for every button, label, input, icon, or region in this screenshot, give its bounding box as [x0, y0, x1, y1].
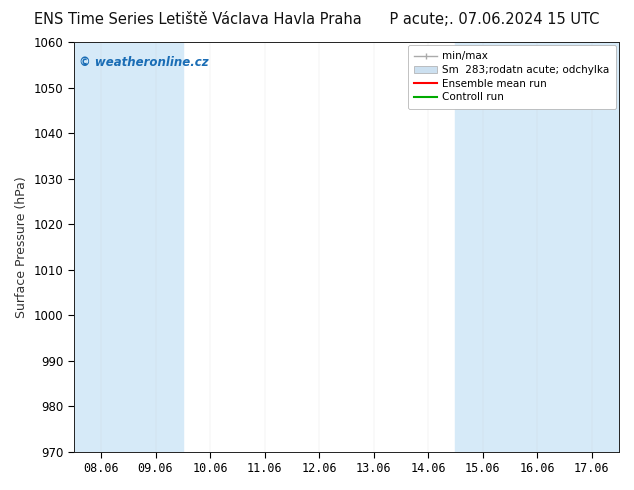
- Bar: [510, 42, 564, 452]
- Legend: min/max, Sm  283;rodatn acute; odchylka, Ensemble mean run, Controll run: min/max, Sm 283;rodatn acute; odchylka, …: [408, 45, 616, 109]
- Bar: [455, 42, 510, 452]
- Text: © weatheronline.cz: © weatheronline.cz: [79, 56, 209, 70]
- Text: ENS Time Series Letiště Václava Havla Praha      P acute;. 07.06.2024 15 UTC: ENS Time Series Letiště Václava Havla Pr…: [34, 12, 600, 27]
- Bar: [128, 42, 183, 452]
- Bar: [564, 42, 619, 452]
- Y-axis label: Surface Pressure (hPa): Surface Pressure (hPa): [15, 176, 28, 318]
- Bar: [74, 42, 128, 452]
